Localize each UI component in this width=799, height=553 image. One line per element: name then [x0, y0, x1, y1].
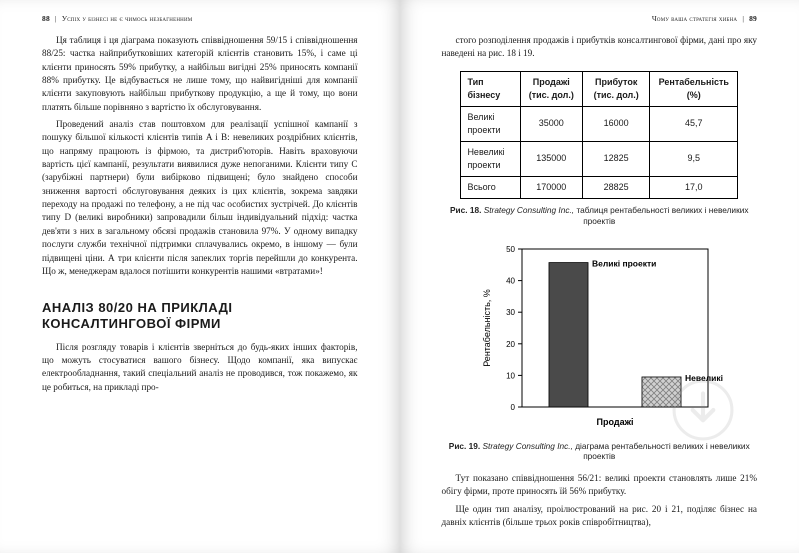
running-head-text: Чому ваша стратегія хибна	[652, 14, 737, 23]
th: Тип бізнесу	[461, 71, 520, 106]
body-para: Проведений аналіз став поштовхом для реа…	[42, 118, 358, 278]
svg-text:10: 10	[506, 371, 515, 380]
body-para: Ще один тип аналізу, проілюстрований на …	[442, 503, 758, 530]
profitability-table: Тип бізнесу Продажі (тис. дол.) Прибуток…	[460, 71, 738, 199]
figure-18-caption: Рис. 18. Strategy Consulting Inc., табли…	[442, 205, 758, 227]
section-heading: АНАЛІЗ 80/20 НА ПРИКЛАДІ КОНСАЛТИНГОВОЇ …	[42, 300, 358, 333]
caption-italic: Strategy Consulting Inc.,	[484, 205, 574, 215]
separator: |	[739, 14, 747, 23]
td: 135000	[520, 141, 582, 176]
table-row: Великі проекти 35000 16000 45,7	[461, 106, 738, 141]
body-para: Після розгляду товарів і клієнтів зверні…	[42, 341, 358, 394]
svg-text:Невеликі проекти: Невеликі проекти	[685, 373, 724, 383]
td: 28825	[582, 176, 650, 198]
body-para: Ця таблиця і ця діаграма показують співв…	[42, 34, 358, 114]
page-number: 89	[749, 14, 757, 23]
svg-text:30: 30	[506, 308, 515, 317]
running-head-right: Чому ваша стратегія хибна | 89	[652, 14, 757, 25]
table-header-row: Тип бізнесу Продажі (тис. дол.) Прибуток…	[461, 71, 738, 106]
svg-text:Продажі: Продажі	[597, 417, 634, 427]
profitability-bar-chart: 0 10 20 30 40 50 Рентабельність, % Великі проек…	[474, 237, 724, 437]
running-head-left: 88 | Успіх у бізнесі не є чимось незбагн…	[42, 14, 192, 25]
td: 12825	[582, 141, 650, 176]
svg-text:0: 0	[511, 403, 516, 412]
th: Рентабельність (%)	[650, 71, 738, 106]
caption-italic: Strategy Consulting Inc.,	[483, 441, 573, 451]
caption-lead: Рис. 19.	[449, 441, 480, 451]
td: 16000	[582, 106, 650, 141]
td: Невеликі проекти	[461, 141, 520, 176]
right-page: Чому ваша стратегія хибна | 89 стого роз…	[400, 0, 799, 553]
running-head-text: Успіх у бізнесі не є чимось незбагненним	[62, 14, 193, 23]
td: 17,0	[650, 176, 738, 198]
left-page: 88 | Успіх у бізнесі не є чимось незбагн…	[0, 0, 400, 553]
figure-19-caption: Рис. 19. Strategy Consulting Inc., діагр…	[442, 441, 758, 463]
caption-text: таблиця рентабельності великих і невелик…	[576, 205, 748, 226]
td: Всього	[461, 176, 520, 198]
separator: |	[52, 14, 60, 23]
svg-text:Рентабельність, %: Рентабельність, %	[482, 289, 492, 367]
th: Прибуток (тис. дол.)	[582, 71, 650, 106]
svg-text:40: 40	[506, 276, 515, 285]
td: 9,5	[650, 141, 738, 176]
table-row: Всього 170000 28825 17,0	[461, 176, 738, 198]
caption-lead: Рис. 18.	[450, 205, 481, 215]
svg-text:50: 50	[506, 245, 515, 254]
td: 45,7	[650, 106, 738, 141]
page-number: 88	[42, 14, 50, 23]
table-row: Невеликі проекти 135000 12825 9,5	[461, 141, 738, 176]
caption-text: діаграма рентабельності великих і невели…	[575, 441, 750, 462]
svg-text:Великі проекти: Великі проекти	[592, 258, 656, 268]
body-para: Тут показано співвідношення 56/21: велик…	[442, 472, 758, 499]
td: 35000	[520, 106, 582, 141]
body-para: стого розподілення продажів і прибутків …	[442, 34, 758, 61]
th: Продажі (тис. дол.)	[520, 71, 582, 106]
td: 170000	[520, 176, 582, 198]
td: Великі проекти	[461, 106, 520, 141]
svg-text:20: 20	[506, 339, 515, 348]
